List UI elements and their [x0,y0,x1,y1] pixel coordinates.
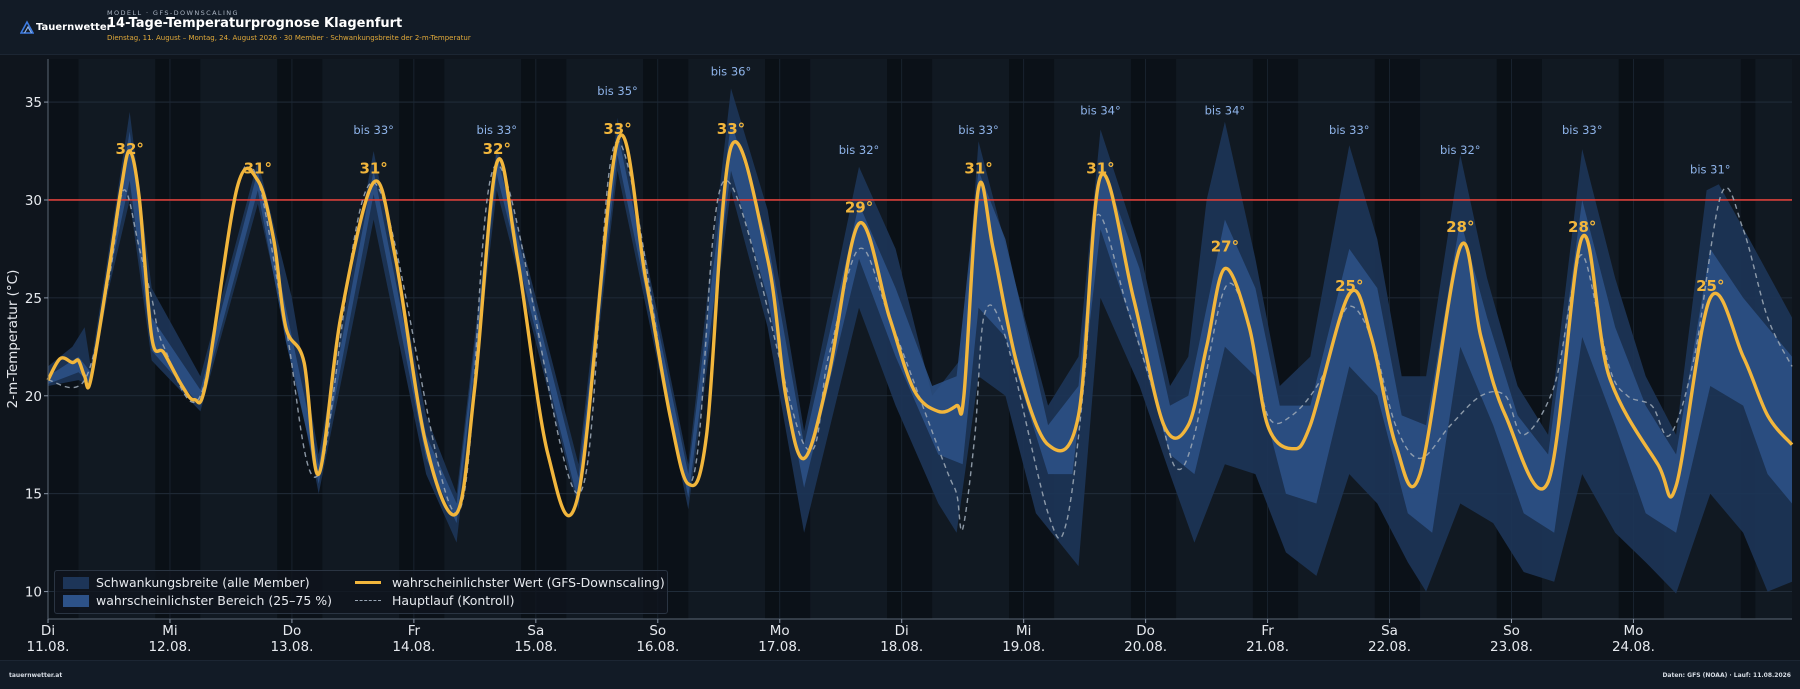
footer-bar: tauernwetter.at Daten: GFS (NOAA) · Lauf… [0,660,1800,689]
max-spread-label: bis 34° [1205,104,1246,118]
night-band [643,59,689,619]
footer-site-link[interactable]: tauernwetter.at [9,672,63,679]
legend-label-control: Hauptlauf (Kontroll) [392,593,515,608]
peak-label: 32° [483,140,511,158]
y-tick-label: 25 [25,291,42,307]
max-spread-label: bis 33° [477,123,518,137]
x-tick-date: 11.08. [27,639,70,655]
y-axis-label: 2-m-Temperatur (°C) [5,270,21,409]
x-tick-weekday: Fr [1261,623,1274,639]
x-tick-date: 24.08. [1612,639,1655,655]
x-tick-weekday: Di [895,623,909,639]
x-tick-weekday: Mi [1016,623,1031,639]
temperature-chart: 32° 31° 31° bis 33° 32° bis 33° 33° bis 35° 33° b… [5,59,1794,655]
peak-labels: 32° 31° 31° bis 33° 32° bis 33° 33° bis 35° 33° b… [116,64,1731,294]
max-spread-label: bis 36° [711,64,752,78]
legend-swatch-control [355,600,381,601]
legend-label-iqr: wahrscheinlichster Bereich (25–75 %) [96,593,333,608]
page-title: 14-Tage-Temperaturprognose Klagenfurt [107,16,403,31]
max-spread-label: bis 33° [1329,123,1370,137]
max-spread-label: bis 31° [1690,162,1731,176]
x-tick-date: 21.08. [1246,639,1289,655]
night-band [48,59,79,619]
max-spread-label: bis 32° [1440,143,1481,157]
series-line-control [47,140,1793,540]
x-tick-date: 22.08. [1368,639,1411,655]
x-tick-weekday: So [1503,623,1520,639]
header-bar: Tauernwetter MODELL · GFS-DOWNSCALING 14… [0,0,1800,55]
legend-label-spread: Schwankungsbreite (alle Member) [96,575,310,590]
legend-swatch-iqr [63,595,89,607]
x-tick-date: 19.08. [1002,639,1045,655]
x-tick-date: 17.08. [758,639,801,655]
footer-data-source: Daten: GFS (NOAA) · Lauf: 11.08.2026 [1662,672,1791,679]
peak-label: 29° [845,199,873,217]
x-tick-date: 13.08. [270,639,313,655]
peak-label: 27° [1211,238,1239,256]
peak-label: 33° [603,120,631,138]
model-kicker: MODELL · GFS-DOWNSCALING [107,9,239,17]
x-tick-date: 15.08. [514,639,557,655]
peak-label: 31° [1086,159,1114,177]
brand-name[interactable]: Tauernwetter [36,22,112,33]
y-tick-label: 20 [25,389,42,405]
night-band [277,59,323,619]
x-tick-weekday: Mo [1623,623,1643,639]
y-tick-label: 10 [25,585,42,601]
x-tick-weekday: Sa [1381,623,1398,639]
y-tick-label: 30 [25,193,42,209]
x-tick-weekday: Di [41,623,55,639]
max-spread-label: bis 33° [1562,123,1603,137]
legend-swatch-median [355,581,381,584]
y-tick-label: 15 [25,487,42,503]
legend-label-median: wahrscheinlichster Wert (GFS-Downscaling… [392,575,665,590]
max-spread-label: bis 34° [1080,104,1121,118]
x-tick-date: 12.08. [148,639,191,655]
x-tick-weekday: Mi [162,623,177,639]
x-tick-weekday: So [649,623,666,639]
chart-legend: Schwankungsbreite (alle Member) wahrsche… [54,570,668,614]
x-tick-date: 16.08. [636,639,679,655]
peak-label: 31° [964,159,992,177]
x-tick-date: 23.08. [1490,639,1533,655]
x-tick-weekday: Sa [527,623,544,639]
x-tick-date: 14.08. [392,639,435,655]
series-lines [46,133,1794,540]
max-spread-label: bis 33° [958,123,999,137]
peak-label: 31° [244,159,272,177]
max-spread-label: bis 33° [353,123,394,137]
x-tick-weekday: Mo [770,623,790,639]
mountain-logo-icon [20,20,34,34]
peak-label: 32° [116,140,144,158]
peak-label: 28° [1446,218,1474,236]
x-tick-date: 18.08. [880,639,923,655]
peak-label: 25° [1696,277,1724,295]
series-line-median [46,133,1794,518]
y-tick-label: 35 [25,95,42,111]
x-tick-weekday: Fr [408,623,421,639]
max-spread-label: bis 32° [839,143,880,157]
x-tick-weekday: Do [1136,623,1155,639]
peak-label: 33° [717,120,745,138]
page-subtitle: Dienstag, 11. August – Montag, 24. Augus… [107,34,471,42]
x-tick-date: 20.08. [1124,639,1167,655]
peak-label: 28° [1568,218,1596,236]
band-spread [48,88,1792,594]
x-tick-weekday: Do [283,623,302,639]
peak-label: 31° [359,159,387,177]
legend-swatch-spread [63,577,89,589]
peak-label: 25° [1335,277,1363,295]
max-spread-label: bis 35° [597,84,638,98]
